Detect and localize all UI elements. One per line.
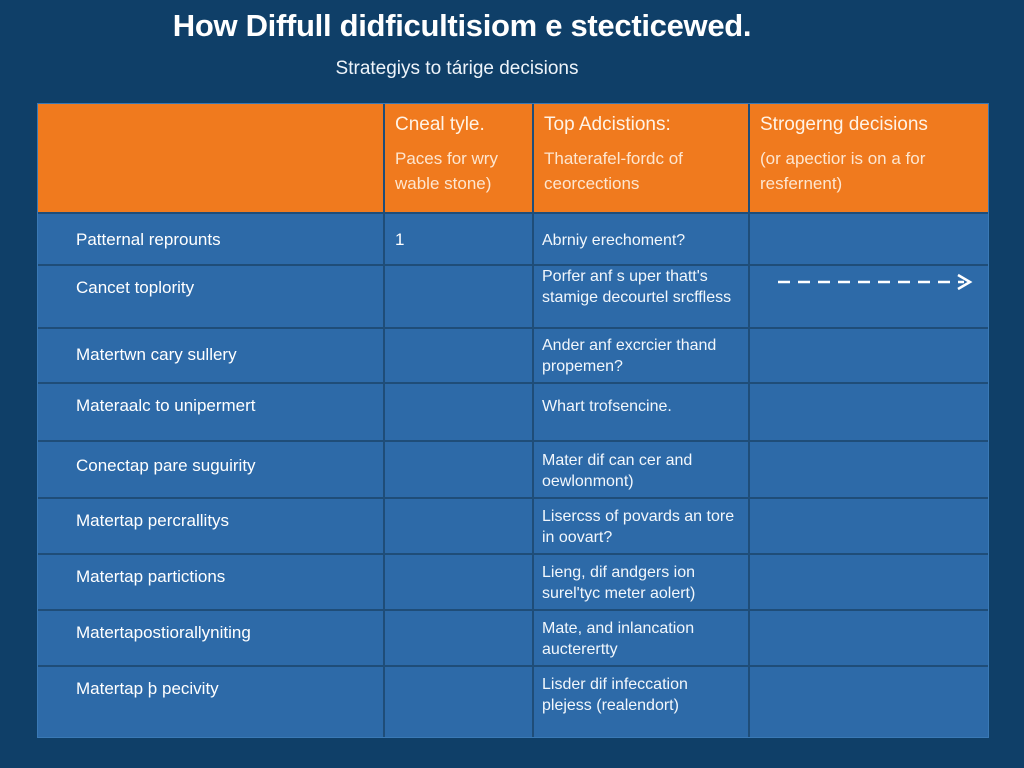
header-subtitle: (or apectior is on a for resfernent) [760, 149, 926, 193]
header-title: Top Adcistions: [544, 114, 671, 135]
header-subtitle: Thaterafel-fordc of ceorcections [544, 149, 683, 193]
row-description: Porfer anf s uper thatt's stamige decour… [532, 266, 748, 327]
row-action [748, 266, 988, 327]
header-cell-strategy: Strogerng decisions (or apectior is on a… [748, 104, 988, 212]
header-subtitle: Paces for wry wable stone) [395, 149, 498, 193]
row-label: Patternal reprounts [76, 230, 221, 249]
row-value [383, 442, 532, 497]
page-title: How Diffull didficultisiom e stecticewed… [172, 8, 752, 43]
header-title: Strogerng decisions [760, 114, 928, 135]
row-label: Matertapostiorallyniting [76, 623, 251, 642]
row-value [383, 611, 532, 665]
table-row: Matertap þ pecivity Lisder dif infeccati… [38, 665, 988, 737]
header-title: Cneal tyle. [395, 114, 485, 135]
row-label: Matertap þ pecivity [76, 679, 219, 698]
table-row: Cancet toplority Porfer anf s uper thatt… [38, 264, 988, 327]
row-action [748, 667, 988, 737]
row-action [748, 214, 988, 264]
row-value: 1 [383, 214, 532, 264]
table-row: Conectap pare suguirity Mater dif can ce… [38, 440, 988, 497]
page-subtitle: Strategiys to tárige decisions [335, 58, 579, 79]
table-row: Patternal reprounts 1 Abrniy erechoment? [38, 212, 988, 264]
row-label: Matertwn cary sullery [76, 345, 237, 364]
row-label: Matertap partictions [76, 567, 226, 586]
row-label: Cancet toplority [76, 278, 195, 297]
row-description: Ander anf excrcier thand propemen? [532, 329, 748, 382]
row-action [748, 611, 988, 665]
row-description: Lisder dif infeccation plejess (realendo… [532, 667, 748, 737]
row-action [748, 499, 988, 553]
row-label: Matertap percrallitys [76, 511, 230, 530]
row-label: Materaalc to unipermert [76, 396, 256, 415]
row-description: Lieng, dif andgers ion surel'tyc meter a… [532, 555, 748, 609]
row-value [383, 266, 532, 327]
row-value [383, 384, 532, 440]
table-row: Matertapostiorallyniting Mate, and inlan… [38, 609, 988, 665]
row-description: Whart trofsencine. [532, 384, 748, 440]
row-description: Mater dif can cer and oewlonmont) [532, 442, 748, 497]
row-action [748, 329, 988, 382]
row-action [748, 555, 988, 609]
row-label: Conectap pare suguirity [76, 456, 256, 475]
table-row: Materaalc to unipermert Whart trofsencin… [38, 382, 988, 440]
row-value [383, 329, 532, 382]
decision-table: Cneal tyle. Paces for wry wable stone) T… [38, 104, 988, 737]
header-cell-style: Cneal tyle. Paces for wry wable stone) [383, 104, 532, 212]
row-value [383, 499, 532, 553]
row-description: Mate, and inlancation aucterertty [532, 611, 748, 665]
row-description: Abrniy erechoment? [532, 214, 748, 264]
row-action [748, 384, 988, 440]
row-value [383, 555, 532, 609]
row-value [383, 667, 532, 737]
header-cell-decisions: Top Adcistions: Thaterafel-fordc of ceor… [532, 104, 748, 212]
table-row: Matertap partictions Lieng, dif andgers … [38, 553, 988, 609]
header-cell-empty [38, 104, 383, 212]
table-header: Cneal tyle. Paces for wry wable stone) T… [38, 104, 988, 212]
row-description: Lisercss of povards an tore in oovart? [532, 499, 748, 553]
dashed-arrow-icon [778, 273, 973, 291]
table-row: Matertap percrallitys Lisercss of povard… [38, 497, 988, 553]
table-row: Matertwn cary sullery Ander anf excrcier… [38, 327, 988, 382]
row-action [748, 442, 988, 497]
